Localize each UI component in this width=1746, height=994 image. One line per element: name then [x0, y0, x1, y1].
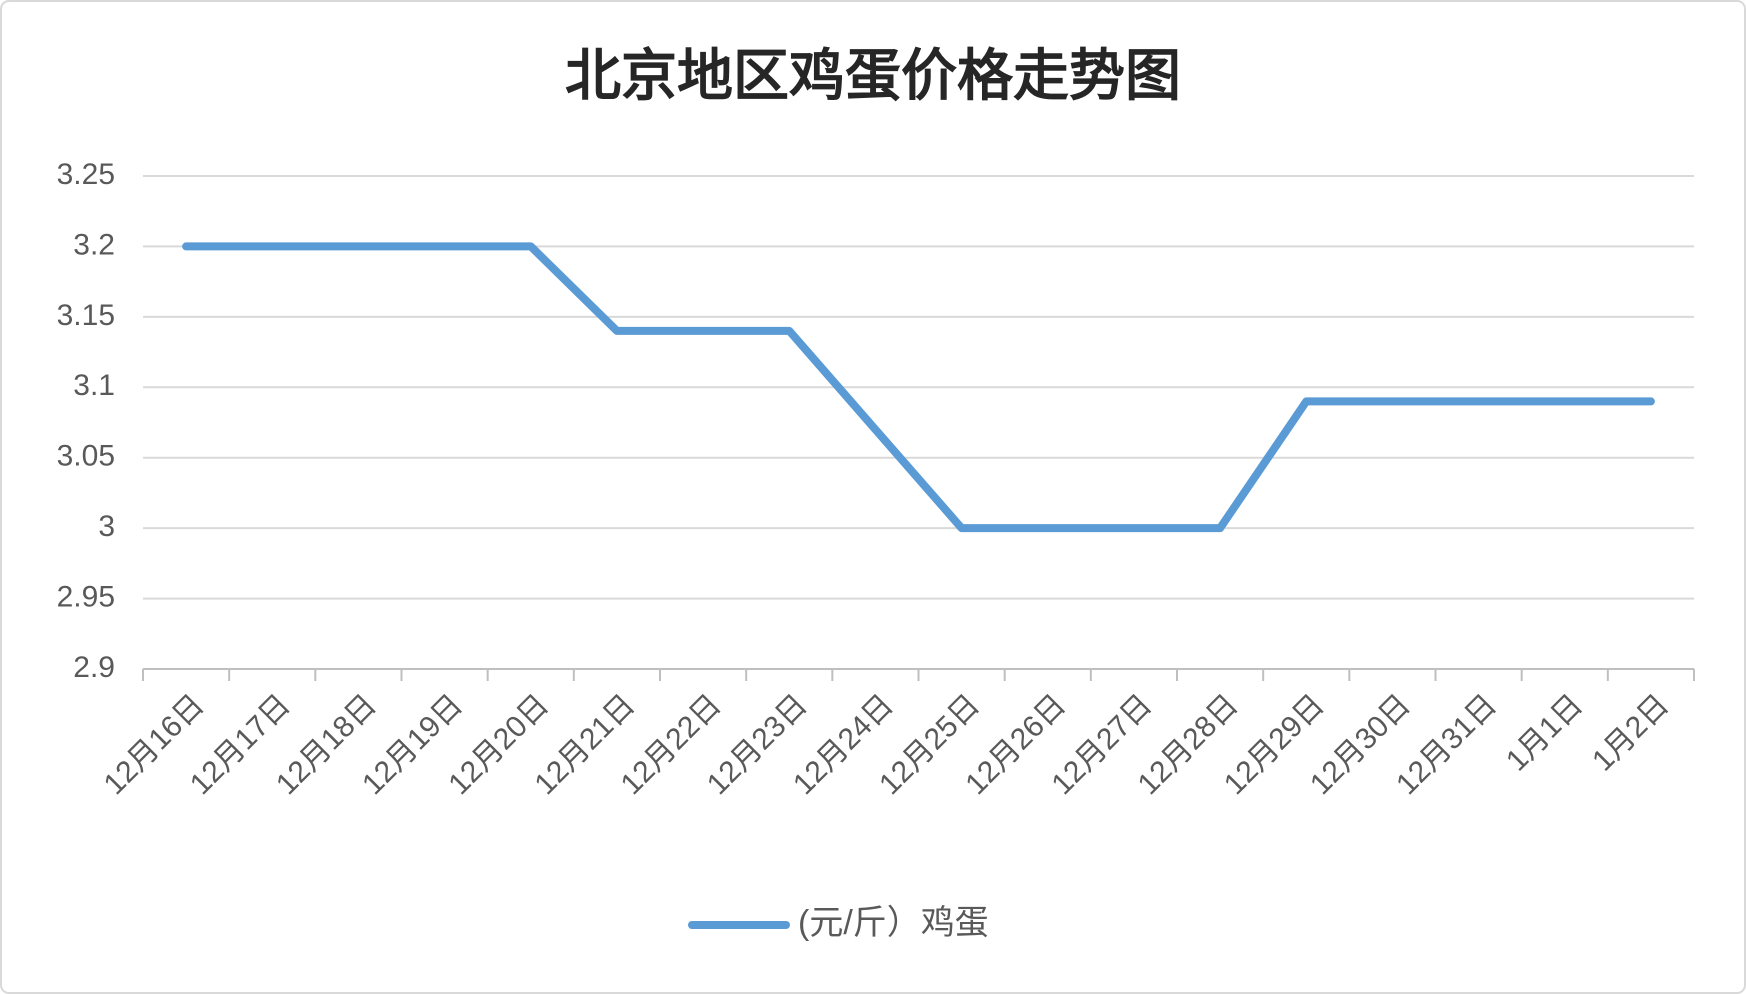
y-tick-label: 3.1	[73, 369, 115, 402]
line-series	[182, 242, 1655, 533]
y-tick-label: 3.2	[73, 228, 115, 261]
y-tick-label: 3	[98, 510, 115, 543]
y-tick-label: 2.95	[57, 580, 115, 613]
y-tick-label: 3.25	[57, 158, 115, 191]
chart-title: 北京地区鸡蛋价格走势图	[565, 44, 1181, 107]
y-tick-label: 3.05	[57, 440, 115, 473]
legend-label: (元/斤）鸡蛋	[798, 904, 989, 942]
y-tick-label: 2.9	[73, 651, 115, 684]
y-tick-label: 3.15	[57, 299, 115, 332]
